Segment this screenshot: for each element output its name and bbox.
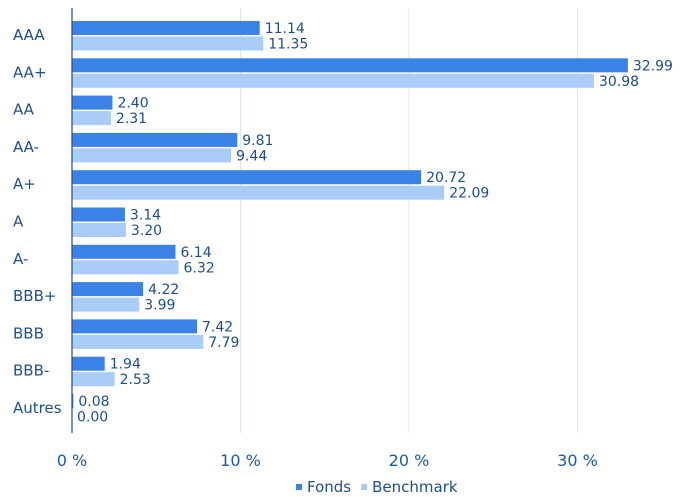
data-label: 3.20 <box>131 223 162 239</box>
legend-marker-fonds <box>296 484 302 490</box>
bar-benchmark-bbb <box>72 334 204 349</box>
category-label: A- <box>13 250 28 268</box>
data-label: 11.35 <box>268 37 308 53</box>
legend: Fonds Benchmark <box>296 478 458 496</box>
bar-fonds-aa <box>72 95 113 110</box>
category-label: AA+ <box>13 63 47 81</box>
bar-fonds-autres <box>72 394 74 408</box>
data-label: 7.79 <box>208 335 239 351</box>
data-label: 6.32 <box>183 260 214 276</box>
category-label: Autres <box>13 399 62 417</box>
data-label: 2.31 <box>116 111 147 127</box>
x-tick-labels: 0 % 10 % 20 % 30 % <box>57 451 598 470</box>
data-label: 2.40 <box>117 96 148 112</box>
bar-fonds-bbb- <box>72 356 105 371</box>
data-label: 22.09 <box>449 186 489 202</box>
legend-label-benchmark: Benchmark <box>372 478 458 496</box>
data-label: 9.44 <box>236 148 267 164</box>
bar-fonds-bbb+ <box>72 282 144 297</box>
bar-benchmark-bbb+ <box>72 297 140 312</box>
data-label: 3.99 <box>144 298 175 314</box>
bar-fonds-bbb <box>72 319 198 334</box>
category-label: BBB- <box>13 362 49 380</box>
bar-benchmark-aaa <box>72 36 264 51</box>
data-label: 11.14 <box>265 21 305 37</box>
category-label: BBB+ <box>13 287 56 305</box>
bar-fonds-a+ <box>72 170 422 185</box>
x-tick-label: 0 % <box>57 451 87 470</box>
legend-marker-benchmark <box>361 484 368 490</box>
data-label: 1.94 <box>110 357 141 373</box>
data-label: 2.53 <box>120 372 151 388</box>
data-label: 30.98 <box>599 74 639 90</box>
data-label: 9.81 <box>242 133 273 149</box>
bar-benchmark-aa+ <box>72 73 595 88</box>
data-label: 20.72 <box>426 170 466 186</box>
category-label: BBB <box>13 324 44 342</box>
data-label: 0.08 <box>78 394 109 410</box>
data-label: 7.42 <box>202 319 233 335</box>
data-label: 6.14 <box>180 245 211 261</box>
x-tick-label: 20 % <box>389 451 430 470</box>
category-label: AA- <box>13 138 39 156</box>
bar-fonds-aaa <box>72 21 260 35</box>
bar-fonds-aa+ <box>72 58 628 73</box>
data-label: 32.99 <box>633 58 673 74</box>
data-label: 3.14 <box>130 208 161 224</box>
x-tick-label: 10 % <box>220 451 261 470</box>
category-label: A+ <box>13 175 36 193</box>
x-tick-label: 30 % <box>557 451 598 470</box>
bar-fonds-a- <box>72 244 176 259</box>
category-label: AA <box>13 101 35 119</box>
bar-benchmark-aa- <box>72 148 232 163</box>
legend-label-fonds: Fonds <box>307 478 351 496</box>
bar-benchmark-aa <box>72 111 111 126</box>
category-label: A <box>13 213 24 231</box>
bar-benchmark-a+ <box>72 185 445 200</box>
data-label: 4.22 <box>148 282 179 298</box>
bar-benchmark-a- <box>72 260 179 275</box>
category-label: AAA <box>13 26 45 44</box>
data-label: 0.00 <box>77 410 108 426</box>
bar-benchmark-a <box>72 223 126 237</box>
bar-fonds-a <box>72 207 125 222</box>
bar-benchmark-bbb- <box>72 372 115 387</box>
bar-fonds-aa- <box>72 132 238 147</box>
